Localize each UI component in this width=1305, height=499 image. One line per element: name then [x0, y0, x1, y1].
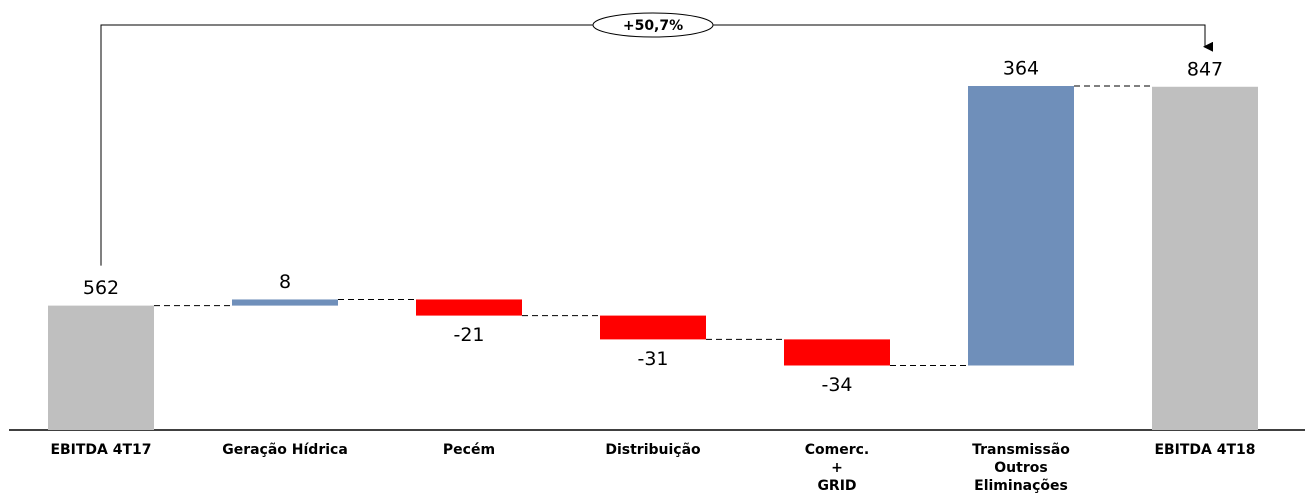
- x-tick-label: EBITDA 4T18: [1154, 442, 1255, 458]
- bar: [48, 305, 154, 430]
- bar: [968, 86, 1074, 366]
- value-label: 364: [1003, 58, 1039, 80]
- bar: [232, 299, 338, 306]
- value-label: -31: [637, 348, 668, 370]
- bar: [600, 315, 706, 340]
- x-tick-label: EBITDA 4T17: [50, 442, 151, 458]
- x-tick-label: Distribuição: [605, 442, 701, 458]
- bar: [416, 299, 522, 316]
- value-label: 562: [83, 277, 119, 299]
- x-tick-label: Transmissão Outros Eliminações: [972, 442, 1070, 494]
- x-tick-label: Comerc. + GRID: [805, 442, 870, 494]
- value-label: 847: [1187, 58, 1223, 80]
- x-tick-label: Geração Hídrica: [222, 442, 348, 458]
- annotation: +50,7%: [623, 18, 683, 34]
- annotation-bubble: [592, 12, 714, 38]
- value-label: 8: [279, 271, 291, 293]
- value-label: -34: [821, 374, 852, 396]
- x-tick-label: Pecém: [443, 442, 495, 458]
- bar: [1152, 86, 1258, 431]
- value-label: -21: [453, 324, 484, 346]
- bar: [784, 339, 890, 366]
